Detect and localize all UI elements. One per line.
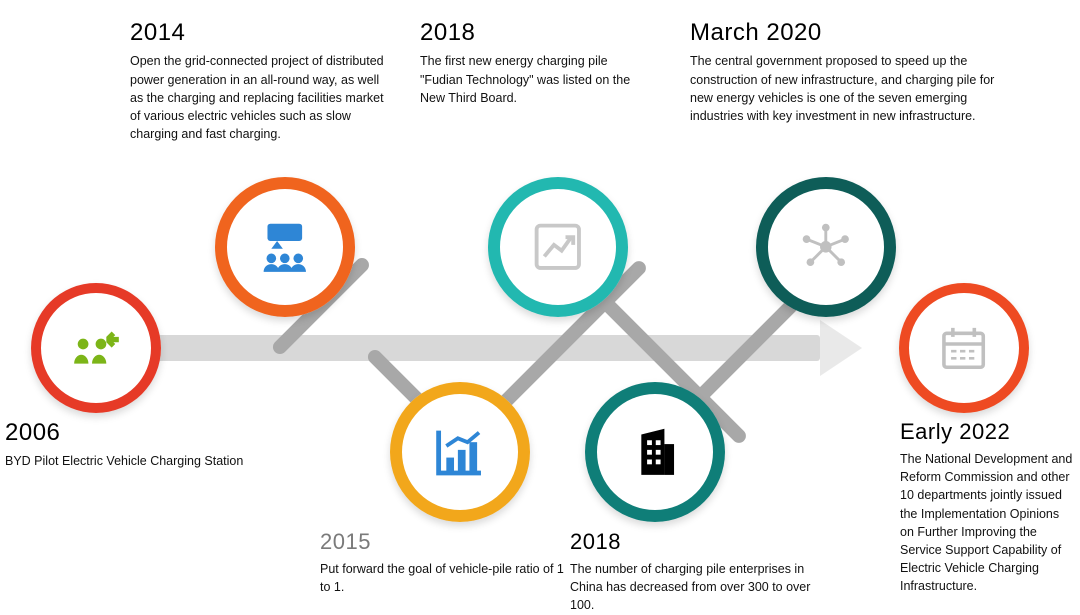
node-n2006 — [31, 283, 161, 413]
milestone-year: 2015 — [320, 530, 570, 554]
milestone-desc: Put forward the goal of vehicle-pile rat… — [320, 560, 570, 596]
milestone-year: 2006 — [5, 420, 265, 446]
people-growth-icon — [67, 319, 124, 376]
timeline-arrow-icon — [820, 320, 862, 376]
timeline-stage: 2006 BYD Pilot Electric Vehicle Charging … — [0, 0, 1080, 583]
milestone-6: Early 2022 The National Development and R… — [900, 420, 1075, 595]
calendar-icon — [935, 319, 992, 376]
node-n2014 — [215, 177, 355, 317]
milestone-desc: The first new energy charging pile "Fudi… — [420, 52, 650, 106]
milestone-year: March 2020 — [690, 20, 1010, 46]
audience-icon — [254, 216, 316, 278]
milestone-1: 2014 Open the grid-connected project of d… — [130, 20, 395, 143]
milestone-year: 2018 — [420, 20, 650, 46]
milestone-year: Early 2022 — [900, 420, 1075, 444]
milestone-desc: The central government proposed to speed… — [690, 52, 1010, 125]
milestone-2: 2015 Put forward the goal of vehicle-pile… — [320, 530, 570, 596]
milestone-year: 2014 — [130, 20, 395, 46]
milestone-year: 2018 — [570, 530, 830, 554]
node-n2015 — [390, 382, 530, 522]
milestone-0: 2006 BYD Pilot Electric Vehicle Charging … — [5, 420, 265, 471]
bar-growth-icon — [429, 421, 491, 483]
node-n2018b — [585, 382, 725, 522]
milestone-desc: Open the grid-connected project of distr… — [130, 52, 395, 143]
milestone-4: 2018 The number of charging pile enterpri… — [570, 530, 830, 615]
milestone-desc: The number of charging pile enterprises … — [570, 560, 830, 614]
milestone-desc: BYD Pilot Electric Vehicle Charging Stat… — [5, 452, 265, 470]
milestone-5: March 2020 The central government propose… — [690, 20, 1010, 125]
building-icon — [624, 421, 686, 483]
milestone-3: 2018 The first new energy charging pile "… — [420, 20, 650, 107]
chart-up-icon — [527, 216, 589, 278]
timeline-bar — [140, 335, 820, 361]
network-icon — [795, 216, 857, 278]
node-n2022 — [899, 283, 1029, 413]
node-n2018a — [488, 177, 628, 317]
node-n2020 — [756, 177, 896, 317]
milestone-desc: The National Development and Reform Comm… — [900, 450, 1075, 595]
